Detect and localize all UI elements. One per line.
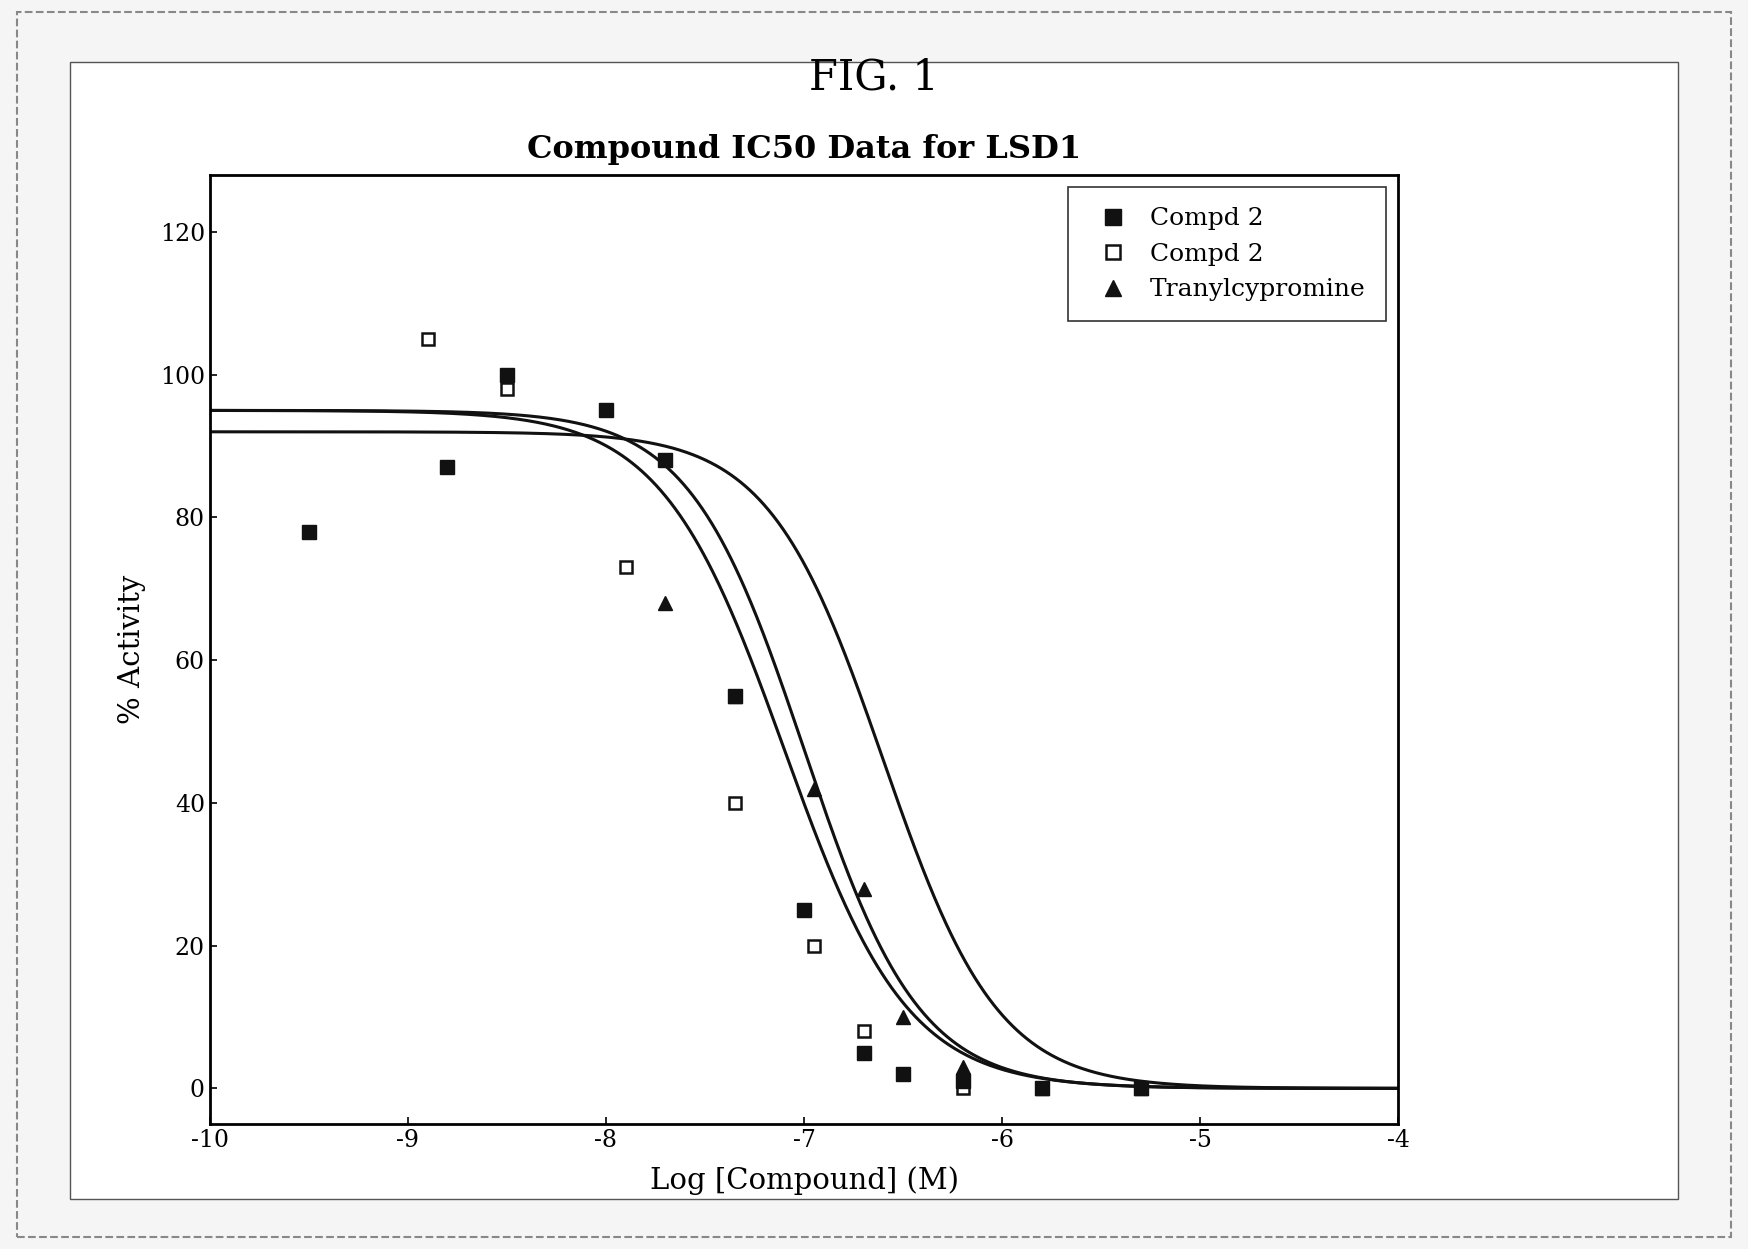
Text: FIG. 1: FIG. 1 (809, 56, 939, 99)
Title: Compound IC50 Data for LSD1: Compound IC50 Data for LSD1 (526, 134, 1082, 165)
Y-axis label: % Activity: % Activity (117, 575, 145, 724)
Legend: Compd 2, Compd 2, Tranylcypromine: Compd 2, Compd 2, Tranylcypromine (1068, 187, 1386, 321)
X-axis label: Log [Compound] (M): Log [Compound] (M) (650, 1165, 958, 1194)
